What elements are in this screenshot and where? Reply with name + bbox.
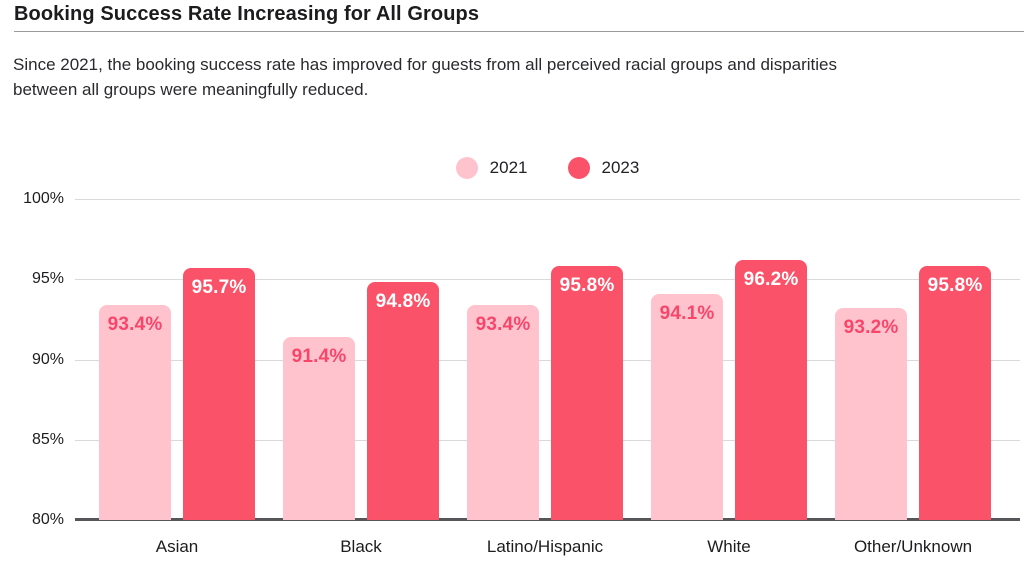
x-axis-label-other-unknown: Other/Unknown <box>853 537 973 556</box>
bar-value-label: 95.7% <box>191 277 247 298</box>
title-divider <box>14 31 1024 32</box>
bar-2023-other-unknown: 95.8% <box>919 266 991 520</box>
x-axis-category-labels: Asian Black Latino/Hispanic White Other/Unkn… <box>75 537 1020 561</box>
x-axis-line <box>75 518 1020 521</box>
bar-2021-white: 94.1% <box>651 293 723 520</box>
grid-line-90 <box>75 359 1020 361</box>
bar-2023-white: 96.2% <box>735 259 807 520</box>
bar-2021-black: 91.4% <box>283 337 355 520</box>
subtitle-line-2: between all groups were meaningfully red… <box>13 80 369 99</box>
y-axis-label-95: 95% <box>31 270 64 288</box>
y-axis-label-90: 90% <box>31 350 64 368</box>
x-axis-label-black: Black <box>340 537 382 556</box>
bar-2023-black: 94.8% <box>367 282 439 520</box>
grid-line-95 <box>75 279 1020 281</box>
bar-2023-asian: 95.7% <box>183 268 255 520</box>
y-axis-label-80: 80% <box>31 511 64 528</box>
grid-line-85 <box>75 439 1020 441</box>
bar-value-label: 93.4% <box>107 313 163 335</box>
bar-value-label: 96.2% <box>743 268 799 290</box>
legend-swatch-2021-icon <box>455 157 478 179</box>
x-axis-label-white: White <box>707 537 751 556</box>
bar-value-label: 93.4% <box>475 313 531 335</box>
bar-value-label: 94.8% <box>375 291 431 313</box>
y-axis-label-85: 85% <box>31 430 64 448</box>
y-axis-tick-labels: 100% 95% 90% 85% 80% <box>0 190 64 528</box>
plot-area: 93.4% 95.7% 91.4% 94.8% 93.4% 95.8% 94.1% 96.2%… <box>75 199 1020 521</box>
legend-swatch-2023-icon <box>567 157 590 179</box>
legend-item-2023: 2023 <box>567 157 640 179</box>
y-axis-label-100: 100% <box>23 190 64 207</box>
page-title: Booking Success Rate Increasing for All … <box>14 3 480 25</box>
bar-2021-other-unknown: 93.2% <box>835 308 907 520</box>
bar-value-label: 91.4% <box>291 346 347 368</box>
bar-value-label: 95.8% <box>559 275 615 297</box>
chart-legend: 2021 2023 <box>75 155 1020 181</box>
bar-2023-latino-hispanic: 95.8% <box>551 266 623 520</box>
bar-value-label: 94.1% <box>659 302 715 324</box>
legend-item-2021: 2021 <box>455 157 528 179</box>
bar-value-label: 93.2% <box>843 317 899 339</box>
legend-label-2021: 2021 <box>489 158 528 177</box>
x-axis-label-latino-hispanic: Latino/Hispanic <box>486 537 604 556</box>
subtitle-line-1: Since 2021, the booking success rate has… <box>13 55 837 74</box>
grid-line-100 <box>75 199 1020 200</box>
legend-label-2023: 2023 <box>601 158 640 177</box>
bar-value-label: 95.8% <box>927 275 983 297</box>
bar-2021-latino-hispanic: 93.4% <box>467 304 539 520</box>
chart-subtitle: Since 2021, the booking success rate has… <box>13 52 973 102</box>
bar-2021-asian: 93.4% <box>99 304 171 520</box>
x-axis-label-asian: Asian <box>155 537 199 556</box>
